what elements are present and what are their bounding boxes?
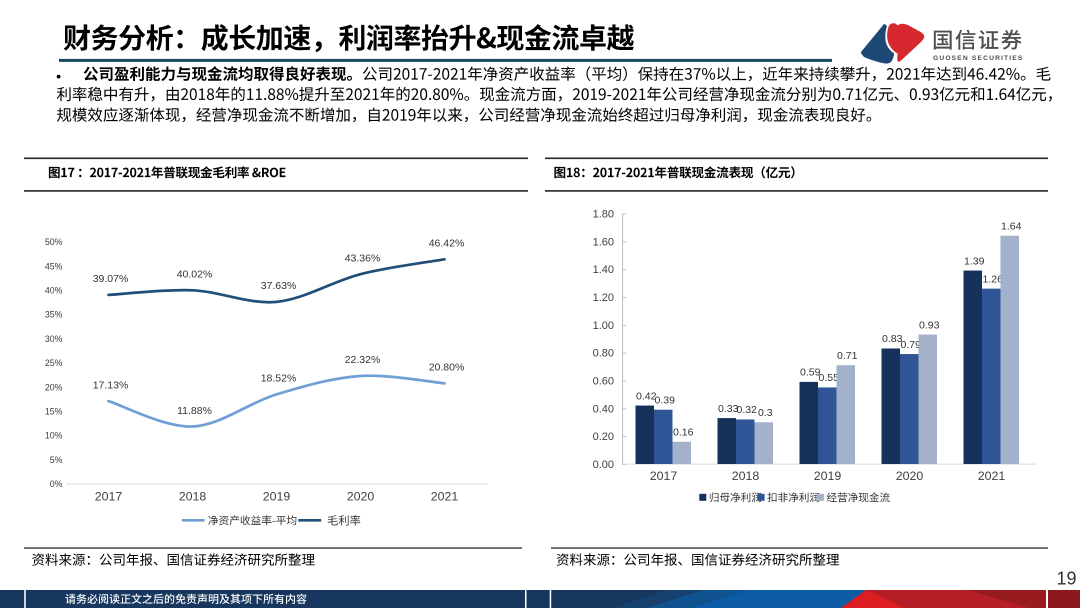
svg-text:2020: 2020: [347, 489, 375, 503]
svg-text:0.40: 0.40: [593, 403, 614, 415]
svg-text:2017: 2017: [650, 469, 678, 483]
svg-text:46.42%: 46.42%: [429, 238, 465, 250]
svg-text:30%: 30%: [45, 334, 63, 344]
svg-text:2021: 2021: [978, 469, 1006, 483]
svg-text:0.60: 0.60: [593, 375, 614, 387]
svg-text:2017: 2017: [95, 489, 123, 503]
svg-text:0.55: 0.55: [819, 372, 840, 384]
svg-text:0.59: 0.59: [800, 367, 821, 379]
svg-text:1.64: 1.64: [1001, 221, 1022, 233]
svg-text:37.63%: 37.63%: [261, 280, 297, 292]
svg-text:11.88%: 11.88%: [177, 405, 212, 417]
svg-text:15%: 15%: [45, 407, 63, 417]
svg-text:0.20: 0.20: [593, 431, 614, 443]
svg-text:5%: 5%: [50, 455, 63, 465]
svg-text:0.83: 0.83: [882, 333, 903, 345]
svg-text:0.32: 0.32: [737, 404, 758, 416]
svg-text:0.42: 0.42: [636, 390, 657, 402]
svg-text:43.36%: 43.36%: [345, 252, 381, 264]
svg-text:2018: 2018: [179, 489, 207, 503]
svg-text:39.07%: 39.07%: [93, 273, 129, 285]
svg-text:20.80%: 20.80%: [429, 362, 465, 374]
svg-text:1.39: 1.39: [964, 255, 985, 267]
svg-text:2019: 2019: [814, 469, 842, 483]
svg-text:0.71: 0.71: [837, 350, 858, 362]
svg-text:1.26: 1.26: [983, 273, 1004, 285]
svg-text:2019: 2019: [263, 489, 291, 503]
svg-text:18.52%: 18.52%: [261, 373, 297, 385]
svg-text:22.32%: 22.32%: [345, 354, 381, 366]
svg-text:35%: 35%: [45, 310, 63, 320]
svg-text:1.20: 1.20: [593, 292, 614, 304]
svg-text:10%: 10%: [45, 431, 63, 441]
svg-text:0.00: 0.00: [593, 459, 614, 471]
svg-text:2020: 2020: [896, 469, 924, 483]
svg-text:19: 19: [1056, 568, 1076, 588]
svg-text:45%: 45%: [45, 261, 63, 271]
svg-text:25%: 25%: [45, 358, 63, 368]
svg-text:40%: 40%: [45, 286, 63, 296]
svg-text:1.80: 1.80: [593, 208, 614, 220]
svg-text:2021: 2021: [431, 489, 459, 503]
svg-text:0.39: 0.39: [655, 394, 676, 406]
svg-text:GUOSEN SECURITIES: GUOSEN SECURITIES: [933, 55, 1024, 62]
svg-text:0.79: 0.79: [901, 339, 922, 351]
svg-text:50%: 50%: [45, 237, 63, 247]
svg-text:1.60: 1.60: [593, 236, 614, 248]
svg-text:0%: 0%: [50, 479, 63, 489]
svg-text:0.80: 0.80: [593, 348, 614, 360]
svg-text:0.33: 0.33: [718, 403, 739, 415]
svg-text:17.13%: 17.13%: [93, 379, 129, 391]
svg-text:20%: 20%: [45, 382, 63, 392]
svg-text:0.3: 0.3: [758, 407, 773, 419]
svg-text:0.93: 0.93: [919, 319, 940, 331]
svg-text:0.16: 0.16: [673, 426, 694, 438]
svg-text:40.02%: 40.02%: [177, 269, 213, 281]
svg-text:2018: 2018: [732, 469, 760, 483]
svg-text:1.00: 1.00: [593, 320, 614, 332]
svg-text:1.40: 1.40: [593, 264, 614, 276]
